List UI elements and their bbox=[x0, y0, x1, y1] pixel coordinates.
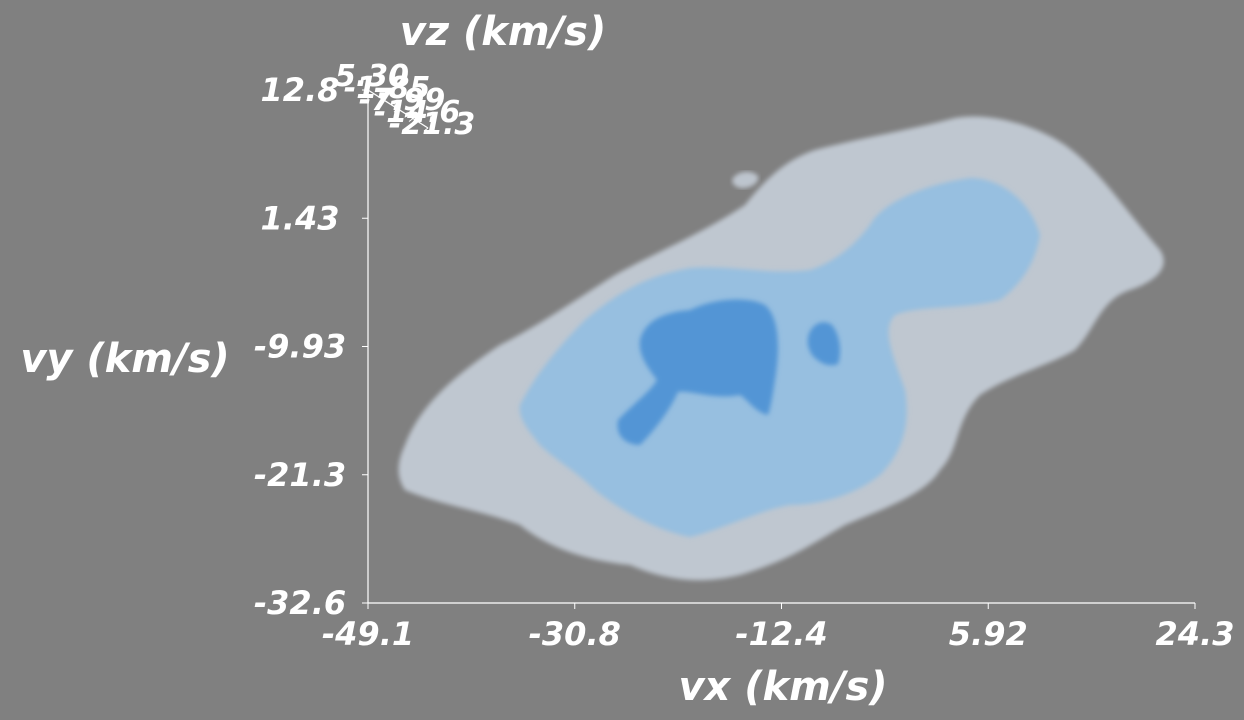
y-tick-labels: 12.8 1.43 -9.93 -21.3 -32.6 bbox=[254, 71, 346, 622]
isosurface-inner bbox=[617, 299, 840, 445]
x-tick-label: -12.4 bbox=[735, 615, 827, 653]
z-tick-label: 5.30 bbox=[335, 59, 409, 94]
y-tick-label: 12.8 bbox=[261, 71, 340, 109]
x-tick-label: 5.92 bbox=[949, 615, 1028, 653]
y-tick-label: 1.43 bbox=[261, 199, 340, 237]
z-tick-mark bbox=[408, 118, 414, 122]
x-tick-labels: -49.1 -30.8 -12.4 5.92 24.3 bbox=[322, 615, 1235, 653]
z-axis-title: vz (km/s) bbox=[400, 9, 607, 55]
x-tick-marks bbox=[367, 603, 1196, 609]
z-tick-labels: 5.30-1.85-7.99-14.6-21.3 bbox=[335, 59, 475, 142]
z-tick-mark bbox=[378, 99, 384, 103]
x-tick-label: -30.8 bbox=[529, 615, 621, 653]
isosurface-middle-shape bbox=[519, 178, 1040, 537]
z-tick-label: -14.6 bbox=[374, 95, 460, 130]
y-tick-label: -21.3 bbox=[254, 456, 346, 494]
z-tick-label: -7.99 bbox=[359, 83, 445, 118]
x-axis-title: vx (km/s) bbox=[678, 664, 887, 710]
isosurface-inner-main bbox=[617, 299, 778, 445]
z-tick-mark bbox=[363, 89, 369, 94]
z-tick-label: -1.85 bbox=[344, 71, 430, 106]
axes bbox=[362, 89, 1196, 609]
y-axis-title: vy (km/s) bbox=[20, 336, 229, 382]
y-tick-marks bbox=[362, 89, 368, 604]
z-tick-mark bbox=[423, 127, 429, 132]
y-tick-label: -9.93 bbox=[254, 328, 346, 366]
y-tick-label: -32.6 bbox=[254, 584, 346, 622]
x-tick-label: -49.1 bbox=[322, 615, 414, 653]
z-tick-mark bbox=[393, 108, 399, 113]
isosurface-outer-blob bbox=[732, 171, 759, 189]
isosurface-middle bbox=[519, 178, 1040, 537]
z-tick-label: -21.3 bbox=[389, 107, 475, 142]
isosurface-inner-small bbox=[807, 322, 840, 366]
z-tick-marks bbox=[363, 89, 429, 132]
x-tick-label: 24.3 bbox=[1156, 615, 1235, 653]
